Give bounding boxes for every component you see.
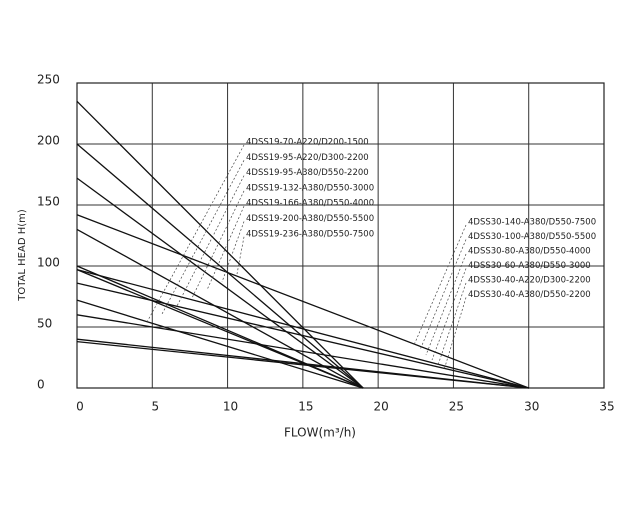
series-label: 4DSS30-40-A220/D300-2200 (468, 276, 591, 286)
y-tick-label: 150 (37, 195, 60, 209)
leader-line (431, 268, 467, 361)
series-label: 4DSS19-236-A380/D550-7500 (246, 229, 374, 239)
leader-line (206, 206, 245, 291)
series-label: 4DSS30-140-A380/D550-7500 (468, 218, 596, 228)
y-tick-label: 50 (37, 317, 52, 331)
series-label: 4DSS19-200-A380/D550-5500 (246, 214, 374, 224)
x-tick-label: 25 (449, 400, 464, 414)
x-axis-label: FLOW(m³/h) (284, 426, 356, 440)
plot-frame (76, 82, 605, 389)
x-tick-label: 5 (151, 400, 159, 414)
series-line (76, 143, 364, 389)
series-line (76, 100, 364, 389)
series-label: 4DSS19-95-A380/D550-2200 (246, 168, 369, 178)
leader-line (221, 221, 245, 283)
x-tick-label: 0 (76, 400, 84, 414)
series-line (76, 340, 529, 389)
series-line (76, 299, 364, 389)
leader-line (146, 144, 245, 323)
series-label: 4DSS30-60-A380/D550-3000 (468, 261, 591, 271)
x-tick-label: 15 (298, 400, 313, 414)
series-line (76, 282, 529, 389)
y-tick-label: 100 (37, 256, 60, 270)
x-tick-label: 10 (223, 400, 238, 414)
series-label: 4DSS19-95-A220/D300-2200 (246, 153, 369, 163)
series-label: 4DSS30-80-A380/D550-4000 (468, 247, 591, 257)
y-tick-label: 0 (37, 378, 45, 392)
series-line (76, 314, 529, 389)
leader-line (419, 239, 467, 351)
y-tick-label: 200 (37, 134, 60, 148)
series-line (76, 269, 529, 389)
leader-line (161, 160, 245, 315)
leader-line (425, 253, 467, 356)
y-axis-label: TOTAL HEAD H(m) (17, 209, 28, 302)
series-label: 4DSS19-166-A380/D550-4000 (246, 199, 374, 209)
leader-line (176, 175, 245, 307)
series-label: 4DSS19-132-A380/D550-3000 (246, 183, 374, 193)
x-tick-label: 35 (599, 400, 614, 414)
series-line (76, 265, 364, 389)
series-label: 4DSS30-100-A380/D550-5500 (468, 232, 596, 242)
series-line (76, 228, 364, 389)
x-tick-label: 20 (374, 400, 389, 414)
x-tick-label: 30 (524, 400, 539, 414)
y-tick-label: 250 (37, 73, 60, 87)
series-line (76, 214, 529, 389)
series-label: 4DSS30-40-A380/D550-2200 (468, 290, 591, 300)
series-label: 4DSS19-70-A220/D200-1500 (246, 138, 369, 148)
leader-line (413, 224, 467, 346)
leader-line (443, 297, 467, 371)
leader-line (437, 282, 467, 366)
